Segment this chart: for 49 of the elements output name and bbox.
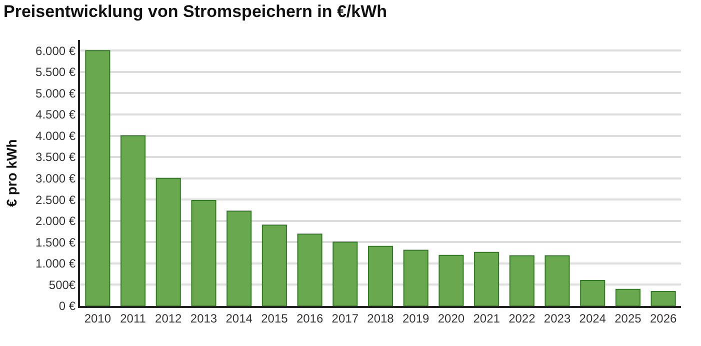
x-tick-label: 2018	[367, 311, 394, 326]
y-tick-label: 4.000 €	[36, 128, 76, 143]
x-tick-label: 2020	[438, 311, 465, 326]
bar	[191, 200, 216, 306]
y-tick-label: 4.500 €	[36, 108, 76, 122]
y-tick-label: 5.000 €	[36, 86, 76, 100]
y-tick-label: 5.500 €	[36, 65, 76, 80]
x-tick-label: 2011	[120, 311, 146, 326]
y-tick-label: 2.500 €	[36, 192, 76, 207]
chart-title: Preisentwicklung von Stromspeichern in €/kWh	[4, 2, 388, 22]
x-tick-label: 2019	[402, 311, 430, 326]
x-tick-label: 2016	[296, 311, 324, 326]
x-tick-label: 2015	[261, 311, 288, 326]
y-axis-title: € pro kWh	[4, 139, 20, 207]
y-tick-label: 3.000 €	[36, 172, 76, 186]
x-tick-label: 2026	[650, 311, 677, 326]
x-tick-label: 2022	[508, 311, 536, 326]
bar	[332, 242, 358, 306]
x-tick-label: 2025	[614, 311, 642, 326]
bar	[438, 254, 464, 306]
x-tick-label: 2013	[190, 311, 218, 326]
bar	[544, 255, 570, 306]
bar	[85, 50, 110, 306]
y-tick-label: 500€	[48, 278, 76, 292]
x-tick-label: 2017	[332, 311, 359, 326]
bar	[262, 224, 287, 306]
bar	[226, 210, 252, 306]
y-tick-label: 0 €	[58, 299, 76, 314]
bar	[580, 280, 606, 306]
bar	[474, 252, 500, 306]
x-tick-label: 2010	[84, 311, 112, 326]
x-tick-label: 2012	[155, 311, 182, 326]
x-tick-label: 2021	[473, 311, 500, 326]
bar	[403, 250, 428, 306]
y-tick-label: 2.000 €	[36, 214, 76, 228]
bar	[615, 288, 640, 306]
y-tick-label: 1.500 €	[36, 235, 76, 250]
bar	[368, 246, 394, 306]
x-tick-label: 2014	[226, 311, 253, 326]
y-tick-label: 1.000 €	[36, 256, 76, 271]
bar	[509, 255, 534, 306]
bar	[297, 234, 322, 306]
bar	[650, 291, 676, 306]
bar	[156, 178, 181, 306]
bar	[120, 135, 146, 306]
x-tick-label: 2023	[544, 311, 571, 326]
y-tick-label: 3.500 €	[36, 150, 76, 164]
y-tick-label: 6.000 €	[36, 44, 76, 58]
x-tick-label: 2024	[579, 311, 606, 326]
